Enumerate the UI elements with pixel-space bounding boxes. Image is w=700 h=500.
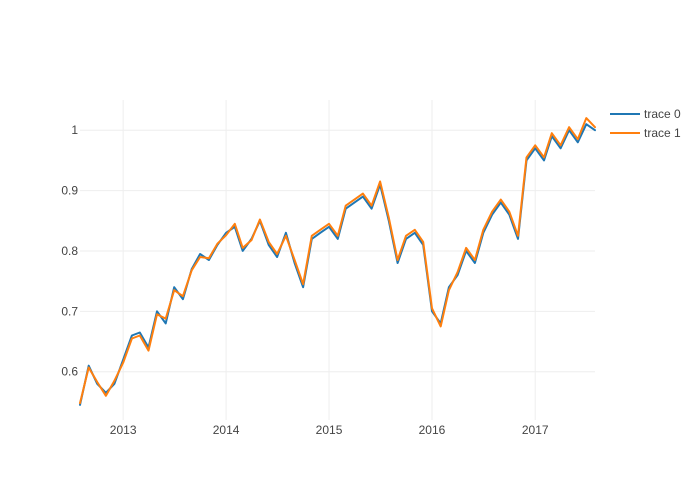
legend-item[interactable]: trace 1: [610, 126, 681, 140]
legend-item[interactable]: trace 0: [610, 107, 681, 121]
y-tick-label: 0.9: [61, 184, 78, 198]
legend-label: trace 0: [644, 107, 681, 121]
grid: [80, 100, 595, 420]
y-tick-label: 0.6: [61, 365, 78, 379]
x-tick-label: 2014: [213, 423, 240, 437]
x-tick-label: 2017: [522, 423, 549, 437]
x-axis-ticks: 2013 2014 2015 2016 2017: [110, 423, 549, 437]
series-line-trace-1: [79, 117, 596, 405]
series-line-trace-0: [79, 123, 596, 406]
legend[interactable]: trace 0 trace 1: [610, 107, 681, 140]
y-tick-label: 0.8: [61, 244, 78, 258]
x-tick-label: 2015: [316, 423, 343, 437]
y-tick-label: 0.7: [61, 304, 78, 318]
series-lines: [79, 117, 596, 406]
x-tick-label: 2016: [419, 423, 446, 437]
legend-label: trace 1: [644, 126, 681, 140]
y-tick-label: 1: [71, 123, 78, 137]
y-axis-ticks: 0.6 0.7 0.8 0.9 1: [61, 123, 78, 379]
x-tick-label: 2013: [110, 423, 137, 437]
